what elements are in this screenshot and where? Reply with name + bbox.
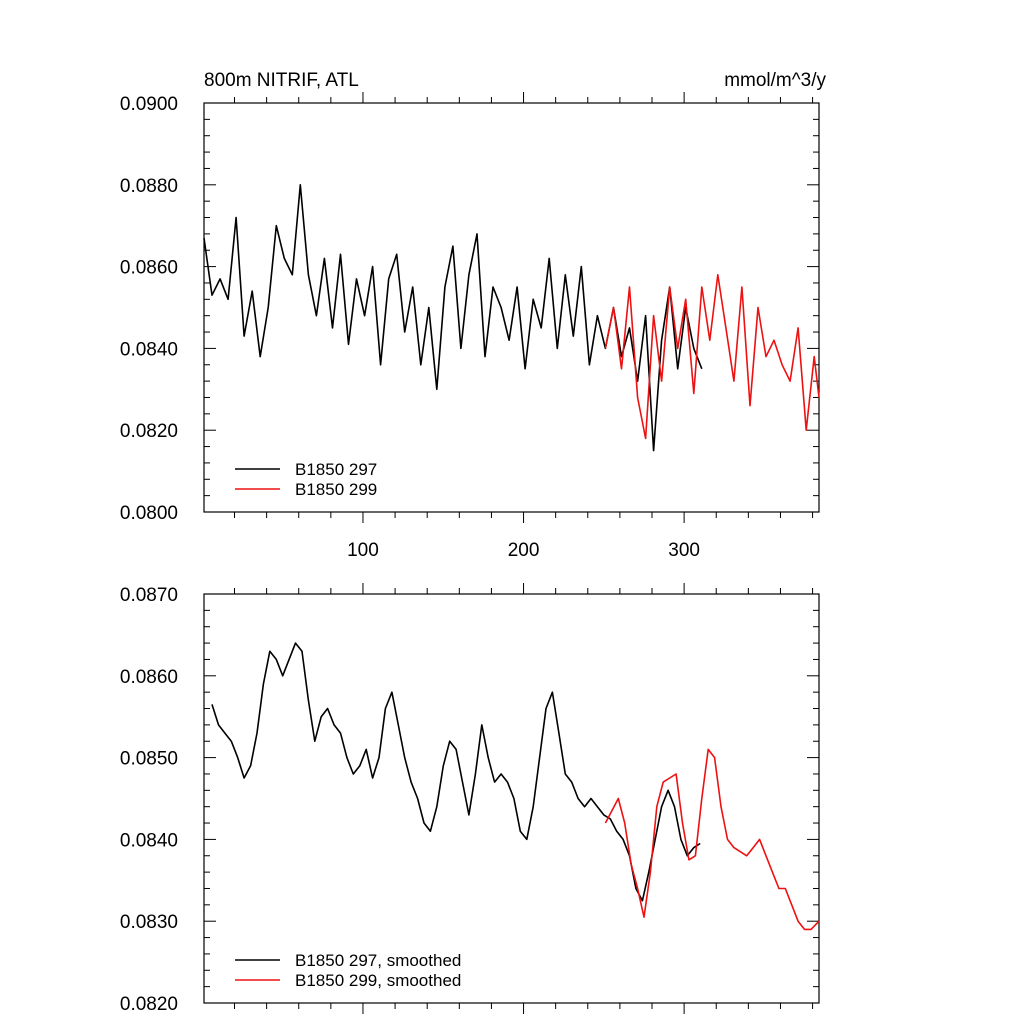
bottom-series-line-299: [604, 748, 820, 931]
top-panel-units: mmol/m^3/y: [724, 70, 826, 91]
top-series-line-297: [203, 184, 703, 452]
bottom-series-lines: [211, 642, 820, 931]
bottom-ticks: [204, 583, 819, 1014]
top-panel: 800m NITRIF, ATL mmol/m^3/y 0.0800 0.0820…: [120, 70, 827, 561]
top-ticks: [204, 92, 819, 523]
top-x-tick-label: 200: [508, 540, 540, 561]
bottom-y-tick-labels: 0.0820 0.0830 0.0840 0.0850 0.0860 0.0870: [120, 585, 178, 1015]
top-x-tick-labels: 100 200 300: [347, 540, 700, 561]
bottom-y-tick-label: 0.0860: [120, 667, 178, 688]
bottom-y-tick-label: 0.0850: [120, 749, 178, 770]
bottom-y-tick-label: 0.0820: [120, 994, 178, 1015]
top-y-tick-label: 0.0800: [120, 503, 178, 524]
top-y-tick-labels: 0.0800 0.0820 0.0840 0.0860 0.0880 0.0900: [120, 94, 178, 524]
bottom-y-tick-label: 0.0870: [120, 585, 178, 606]
bottom-series-line-297: [211, 642, 701, 902]
bottom-legend-label: B1850 297, smoothed: [295, 951, 461, 970]
bottom-legend-label: B1850 299, smoothed: [295, 971, 461, 990]
top-y-tick-label: 0.0820: [120, 421, 178, 442]
top-y-tick-label: 0.0900: [120, 94, 178, 115]
bottom-y-tick-label: 0.0830: [120, 912, 178, 933]
bottom-plot-frame: [203, 593, 820, 1004]
top-x-tick-label: 100: [347, 540, 379, 561]
top-legend-label: B1850 299: [295, 480, 377, 499]
top-legend-label: B1850 297: [295, 460, 377, 479]
top-plot-frame: [203, 102, 820, 513]
top-y-tick-label: 0.0880: [120, 176, 178, 197]
top-y-tick-label: 0.0860: [120, 258, 178, 279]
top-series-lines: [203, 184, 820, 452]
bottom-panel: 0.0820 0.0830 0.0840 0.0850 0.0860 0.0870 B18…: [120, 583, 820, 1015]
top-series-line-299: [604, 273, 820, 440]
top-panel-title: 800m NITRIF, ATL: [204, 70, 359, 91]
top-y-tick-label: 0.0840: [120, 339, 178, 360]
top-x-tick-label: 300: [668, 540, 700, 561]
bottom-y-tick-label: 0.0840: [120, 830, 178, 851]
